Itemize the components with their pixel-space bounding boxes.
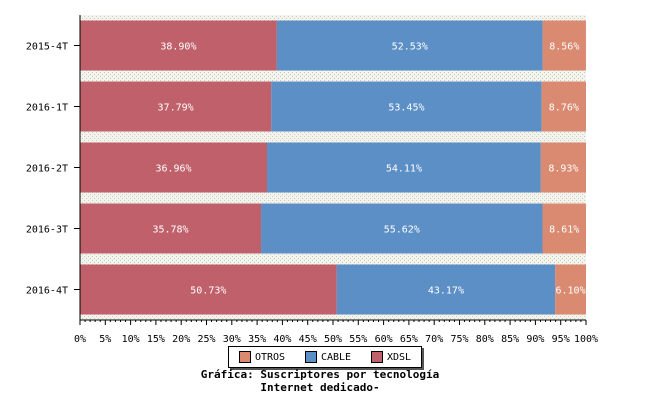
- x-tick-label-55pct: 55%: [349, 334, 367, 345]
- x-tick-label-100pct: 100%: [574, 334, 598, 345]
- legend-label-otros: OTROS: [254, 351, 286, 363]
- y-tick-label-2016-3T: 2016-3T: [26, 225, 68, 236]
- bar-otros-2016-3T: [542, 203, 586, 254]
- x-tick-label-0pct: 0%: [74, 334, 86, 345]
- x-tick-label-65pct: 65%: [400, 334, 418, 345]
- x-tick-label-35pct: 35%: [248, 334, 266, 345]
- x-tick-label-40pct: 40%: [273, 334, 291, 345]
- bar-cable-2016-3T: [261, 203, 543, 254]
- x-tick-label-75pct: 75%: [450, 334, 468, 345]
- legend-item-otros: OTROS: [238, 351, 286, 363]
- x-tick-label-30pct: 30%: [223, 334, 241, 345]
- data-label-otros-2016-1T: 8.76%: [549, 103, 579, 114]
- x-tick-label-25pct: 25%: [197, 334, 215, 345]
- bar-otros-2016-4T: [555, 264, 586, 315]
- x-tick-label-70pct: 70%: [425, 334, 443, 345]
- bar-xdsl-2016-4T: [80, 264, 337, 315]
- bar-xdsl-2015-4T: [80, 20, 277, 71]
- x-tick-label-15pct: 15%: [147, 334, 165, 345]
- data-label-xdsl-2015-4T: 38.90%: [160, 42, 196, 53]
- legend-item-cable: CABLE: [304, 351, 352, 363]
- bar-cable-2016-2T: [267, 142, 541, 193]
- bar-xdsl-2016-2T: [80, 142, 268, 193]
- x-tick-label-5pct: 5%: [99, 334, 111, 345]
- legend: OTROS CABLE XDSL: [228, 346, 422, 368]
- x-tick-label-20pct: 20%: [172, 334, 190, 345]
- bars: 38.90% 52.53% 8.56% 37.79% 53.45% 8.76% 36.96%…: [80, 20, 586, 315]
- data-label-cable-2016-4T: 43.17%: [428, 286, 464, 297]
- x-tick-label-45pct: 45%: [299, 334, 317, 345]
- chart-title-line-1: Gráfica: Suscriptores por tecnología: [200, 368, 440, 381]
- data-label-otros-2015-4T: 8.56%: [549, 42, 579, 53]
- chart-title-line-2: Internet dedicado-: [260, 381, 380, 394]
- legend-swatch-cable: [304, 351, 317, 363]
- legend-label-cable: CABLE: [320, 351, 352, 363]
- axes: 2015-4T 2016-1T 2016-2T 2016-3T 2016-4T 0% 5% 1…: [26, 15, 598, 345]
- data-label-otros-2016-4T: 6.10%: [556, 286, 586, 297]
- bar-otros-2015-4T: [542, 20, 586, 71]
- data-label-cable-2016-2T: 54.11%: [386, 164, 422, 175]
- y-tick-label-2015-4T: 2015-4T: [26, 42, 68, 53]
- bar-xdsl-2016-1T: [80, 81, 272, 132]
- x-tick-label-50pct: 50%: [324, 334, 342, 345]
- bar-cable-2015-4T: [276, 20, 543, 71]
- x-tick-label-90pct: 90%: [526, 334, 544, 345]
- data-label-cable-2016-3T: 55.62%: [384, 225, 420, 236]
- y-tick-label-2016-2T: 2016-2T: [26, 164, 68, 175]
- legend-swatch-otros: [238, 351, 251, 363]
- data-label-otros-2016-3T: 8.61%: [549, 225, 579, 236]
- data-label-xdsl-2016-4T: 50.73%: [190, 286, 226, 297]
- legend-item-xdsl: XDSL: [370, 351, 412, 363]
- data-label-xdsl-2016-2T: 36.96%: [155, 164, 191, 175]
- data-label-xdsl-2016-1T: 37.79%: [158, 103, 194, 114]
- bar-cable-2016-1T: [271, 81, 542, 132]
- bar-otros-2016-2T: [540, 142, 586, 193]
- bar-otros-2016-1T: [541, 81, 586, 132]
- y-tick-label-2016-4T: 2016-4T: [26, 286, 68, 297]
- x-tick-label-85pct: 85%: [501, 334, 519, 345]
- legend-swatch-xdsl: [370, 351, 383, 363]
- data-label-cable-2015-4T: 52.53%: [392, 42, 428, 53]
- x-tick-label-95pct: 95%: [552, 334, 570, 345]
- x-tick-label-10pct: 10%: [122, 334, 140, 345]
- data-label-cable-2016-1T: 53.45%: [388, 103, 424, 114]
- bar-xdsl-2016-3T: [80, 203, 262, 254]
- legend-label-xdsl: XDSL: [386, 351, 412, 363]
- x-tick-label-80pct: 80%: [476, 334, 494, 345]
- data-label-otros-2016-2T: 8.93%: [548, 164, 578, 175]
- bar-cable-2016-4T: [336, 264, 556, 315]
- x-tick-label-60pct: 60%: [375, 334, 393, 345]
- y-tick-label-2016-1T: 2016-1T: [26, 103, 68, 114]
- data-label-xdsl-2016-3T: 35.78%: [152, 225, 188, 236]
